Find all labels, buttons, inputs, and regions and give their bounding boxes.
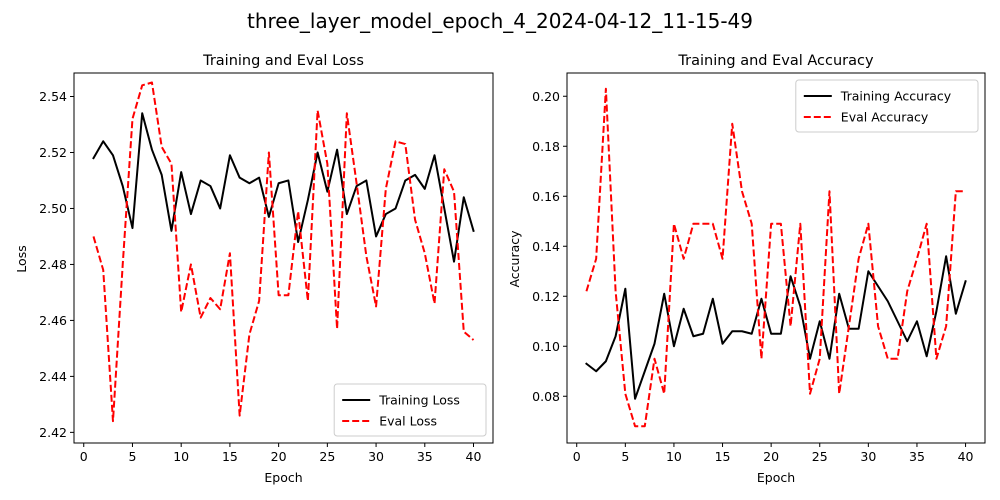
loss-chart-xtick-label: 20: [271, 449, 287, 464]
accuracy-chart-xtick-label: 15: [715, 449, 731, 464]
accuracy-chart-series-eval-accuracy: [585, 87, 966, 428]
accuracy-chart-ytick-label: 0.08: [532, 389, 560, 404]
loss-chart-xtick-label: 10: [173, 449, 189, 464]
loss-chart-xtick-label: 35: [417, 449, 433, 464]
loss-chart-ytick-label: 2.42: [39, 425, 67, 440]
loss-chart-legend-box: [333, 383, 487, 437]
loss-chart-ytick-label: 2.54: [39, 89, 67, 104]
accuracy-chart-legend-label: Eval Accuracy: [841, 110, 929, 125]
loss-chart-xlabel: Epoch: [264, 470, 302, 485]
accuracy-chart-ytick-label: 0.16: [532, 189, 560, 204]
loss-chart-ylabel: Loss: [14, 245, 29, 272]
accuracy-chart-xtick-label: 35: [909, 449, 925, 464]
accuracy-chart-xtick-label: 5: [621, 449, 629, 464]
loss-chart-xtick-label: 40: [466, 449, 482, 464]
accuracy-chart-xtick-label: 10: [666, 449, 682, 464]
accuracy-chart-xlabel: Epoch: [757, 470, 795, 485]
loss-chart-xtick-label: 0: [80, 449, 88, 464]
loss-chart-xtick-label: 25: [319, 449, 335, 464]
accuracy-chart-series-training-accuracy: [585, 255, 967, 400]
loss-chart-frame: [73, 72, 494, 444]
accuracy-chart-title: Training and Eval Accuracy: [677, 53, 874, 69]
loss-chart-legend-label: Training Loss: [378, 393, 460, 408]
loss-chart-ytick-label: 2.46: [39, 313, 67, 328]
accuracy-chart-legend-label: Training Accuracy: [840, 89, 952, 104]
loss-chart-ytick-label: 2.50: [39, 201, 67, 216]
accuracy-chart-legend: Training Accuracy Eval Accuracy: [795, 79, 979, 133]
loss-chart-xtick-label: 15: [222, 449, 238, 464]
loss-chart-title: Training and Eval Loss: [202, 53, 364, 69]
accuracy-chart-legend-box: [795, 79, 979, 133]
loss-chart-ytick-label: 2.44: [39, 369, 67, 384]
accuracy-chart-xtick-label: 30: [860, 449, 876, 464]
loss-chart-legend: Training Loss Eval Loss: [333, 383, 487, 437]
loss-chart-xtick-label: 5: [128, 449, 136, 464]
accuracy-chart-frame: [566, 72, 986, 444]
accuracy-chart-ytick-label: 0.12: [532, 289, 560, 304]
loss-chart-xtick-label: 30: [368, 449, 384, 464]
accuracy-chart-xtick-label: 40: [958, 449, 974, 464]
loss-chart-ytick-label: 2.48: [39, 257, 67, 272]
accuracy-chart-ytick-label: 0.20: [532, 89, 560, 104]
accuracy-chart-ytick-label: 0.10: [532, 339, 560, 354]
figure-suptitle: three_layer_model_epoch_4_2024-04-12_11-…: [247, 9, 753, 33]
loss-chart-ytick-label: 2.52: [39, 145, 67, 160]
loss-chart-series-training-loss: [92, 112, 475, 263]
accuracy-chart-xtick-label: 20: [763, 449, 779, 464]
loss-chart: Training and Eval Loss Epoch Loss 0 5 10 15…: [14, 53, 494, 485]
accuracy-chart-ytick-label: 0.18: [532, 139, 560, 154]
loss-chart-series-eval-loss: [92, 81, 475, 423]
accuracy-chart-xtick-label: 0: [573, 449, 581, 464]
accuracy-chart-ytick-label: 0.14: [532, 239, 560, 254]
accuracy-chart-xtick-label: 25: [812, 449, 828, 464]
loss-chart-legend-label: Eval Loss: [379, 414, 437, 429]
accuracy-chart-ylabel: Accuracy: [507, 230, 522, 288]
accuracy-chart: Training and Eval Accuracy Epoch Accurac…: [507, 53, 986, 485]
